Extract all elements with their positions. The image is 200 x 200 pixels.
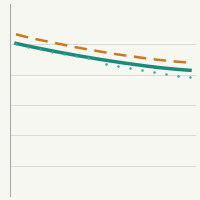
Point: [188, 75, 192, 78]
Point: [140, 69, 144, 72]
Point: [38, 48, 42, 51]
Point: [104, 62, 108, 65]
Point: [14, 43, 18, 46]
Point: [164, 73, 168, 76]
Point: [26, 45, 30, 48]
Point: [86, 57, 90, 60]
Point: [116, 64, 120, 68]
Point: [128, 67, 132, 70]
Point: [74, 55, 78, 58]
Point: [50, 50, 54, 53]
Point: [176, 74, 180, 77]
Point: [152, 71, 156, 74]
Point: [62, 52, 66, 56]
